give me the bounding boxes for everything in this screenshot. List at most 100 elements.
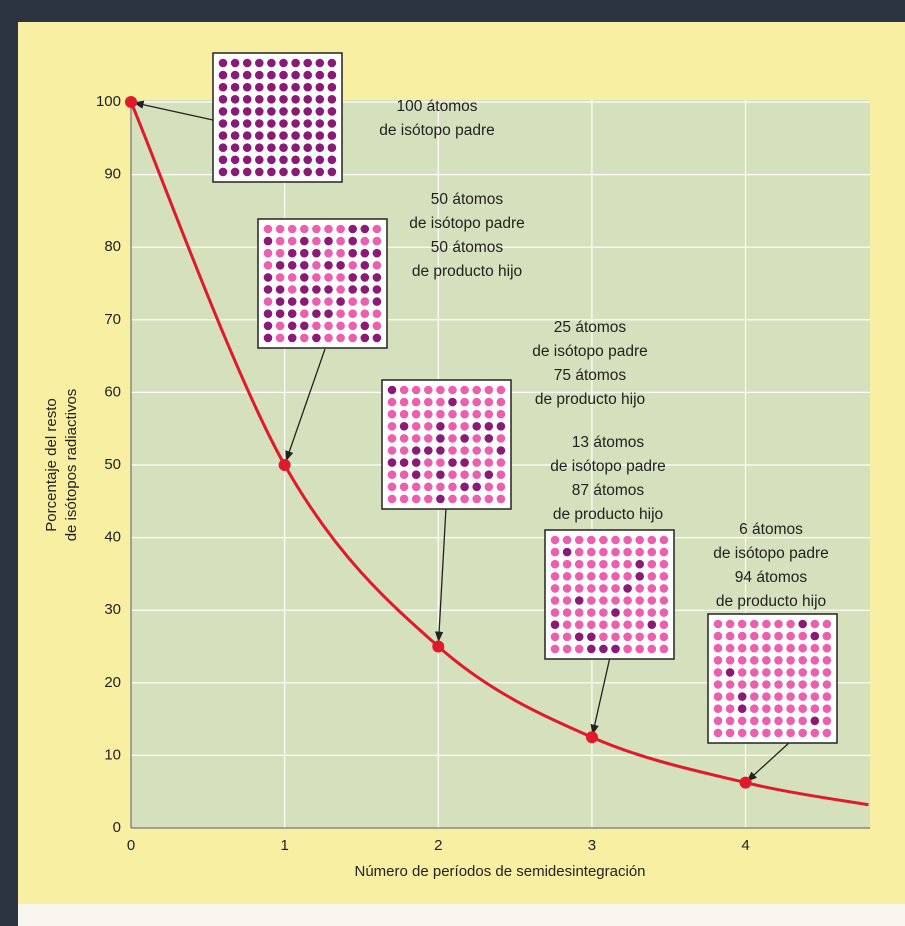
atom xyxy=(388,434,397,443)
annotation: de isótopo padre xyxy=(532,343,647,360)
atom xyxy=(762,632,771,641)
atom xyxy=(750,717,759,726)
atom xyxy=(373,285,382,294)
atom xyxy=(361,309,370,318)
annotation: 50 átomos xyxy=(431,239,504,256)
atom xyxy=(255,168,264,177)
atom xyxy=(726,632,735,641)
atom xyxy=(599,536,608,545)
atom xyxy=(611,560,620,569)
atom xyxy=(472,446,481,455)
atom xyxy=(436,483,445,492)
atom xyxy=(316,143,325,152)
atom xyxy=(312,273,321,282)
atom xyxy=(267,131,276,140)
atom xyxy=(373,309,382,318)
atom xyxy=(762,729,771,738)
atom-grid xyxy=(258,219,387,348)
annotation: 13 átomos xyxy=(572,434,645,451)
atom xyxy=(774,632,783,641)
atom xyxy=(798,692,807,701)
atom xyxy=(324,225,333,234)
atom xyxy=(497,422,506,431)
atom xyxy=(288,285,297,294)
annotation: 87 átomos xyxy=(572,482,645,499)
atom xyxy=(811,632,820,641)
atom xyxy=(264,273,273,282)
atom xyxy=(400,386,409,395)
atom xyxy=(243,95,252,104)
y-tick-label: 80 xyxy=(104,238,121,255)
atom xyxy=(460,398,469,407)
atom xyxy=(400,458,409,467)
atom xyxy=(243,71,252,80)
atom xyxy=(798,704,807,713)
atom xyxy=(231,59,240,68)
x-tick-label: 3 xyxy=(588,837,596,854)
atom xyxy=(264,225,273,234)
atom-grid xyxy=(382,380,511,509)
atom xyxy=(291,119,300,128)
atom xyxy=(336,285,345,294)
atom xyxy=(424,446,433,455)
atom xyxy=(279,83,288,92)
atom xyxy=(599,548,608,557)
atom xyxy=(436,410,445,419)
atom xyxy=(823,620,832,629)
atom xyxy=(300,285,309,294)
atom xyxy=(660,536,669,545)
atom xyxy=(750,704,759,713)
atom xyxy=(303,143,312,152)
annotation: de isótopo padre xyxy=(550,458,665,475)
atom xyxy=(635,548,644,557)
atom xyxy=(726,644,735,653)
atom xyxy=(361,225,370,234)
atom xyxy=(714,729,723,738)
y-tick-label: 0 xyxy=(113,819,121,836)
atom xyxy=(303,156,312,165)
atom xyxy=(551,620,560,629)
atom xyxy=(255,83,264,92)
atom xyxy=(563,536,572,545)
y-tick-label: 60 xyxy=(104,383,121,400)
atom xyxy=(291,131,300,140)
atom xyxy=(424,483,433,492)
y-tick-label: 90 xyxy=(104,166,121,183)
atom xyxy=(472,470,481,479)
atom xyxy=(361,322,370,331)
chart: Número de períodos de semidesintegración… xyxy=(0,0,905,926)
atom xyxy=(436,446,445,455)
atom xyxy=(361,297,370,306)
atom xyxy=(798,632,807,641)
atom xyxy=(276,334,285,343)
atom xyxy=(267,83,276,92)
atom xyxy=(660,584,669,593)
atom xyxy=(738,656,747,665)
atom xyxy=(412,458,421,467)
atom xyxy=(774,704,783,713)
atom xyxy=(316,83,325,92)
atom xyxy=(312,334,321,343)
atom xyxy=(623,536,632,545)
data-point xyxy=(279,459,291,471)
atom xyxy=(635,560,644,569)
atom xyxy=(231,107,240,116)
atom xyxy=(348,334,357,343)
atom xyxy=(485,446,494,455)
atom xyxy=(279,107,288,116)
atom xyxy=(231,156,240,165)
atom xyxy=(575,645,584,654)
atom xyxy=(373,322,382,331)
atom xyxy=(316,131,325,140)
atom xyxy=(336,309,345,318)
atom xyxy=(243,119,252,128)
atom xyxy=(279,71,288,80)
atom xyxy=(324,309,333,318)
atom xyxy=(472,422,481,431)
atom xyxy=(648,536,657,545)
atom xyxy=(485,483,494,492)
atom xyxy=(412,434,421,443)
atom xyxy=(388,410,397,419)
atom xyxy=(738,644,747,653)
atom xyxy=(575,620,584,629)
